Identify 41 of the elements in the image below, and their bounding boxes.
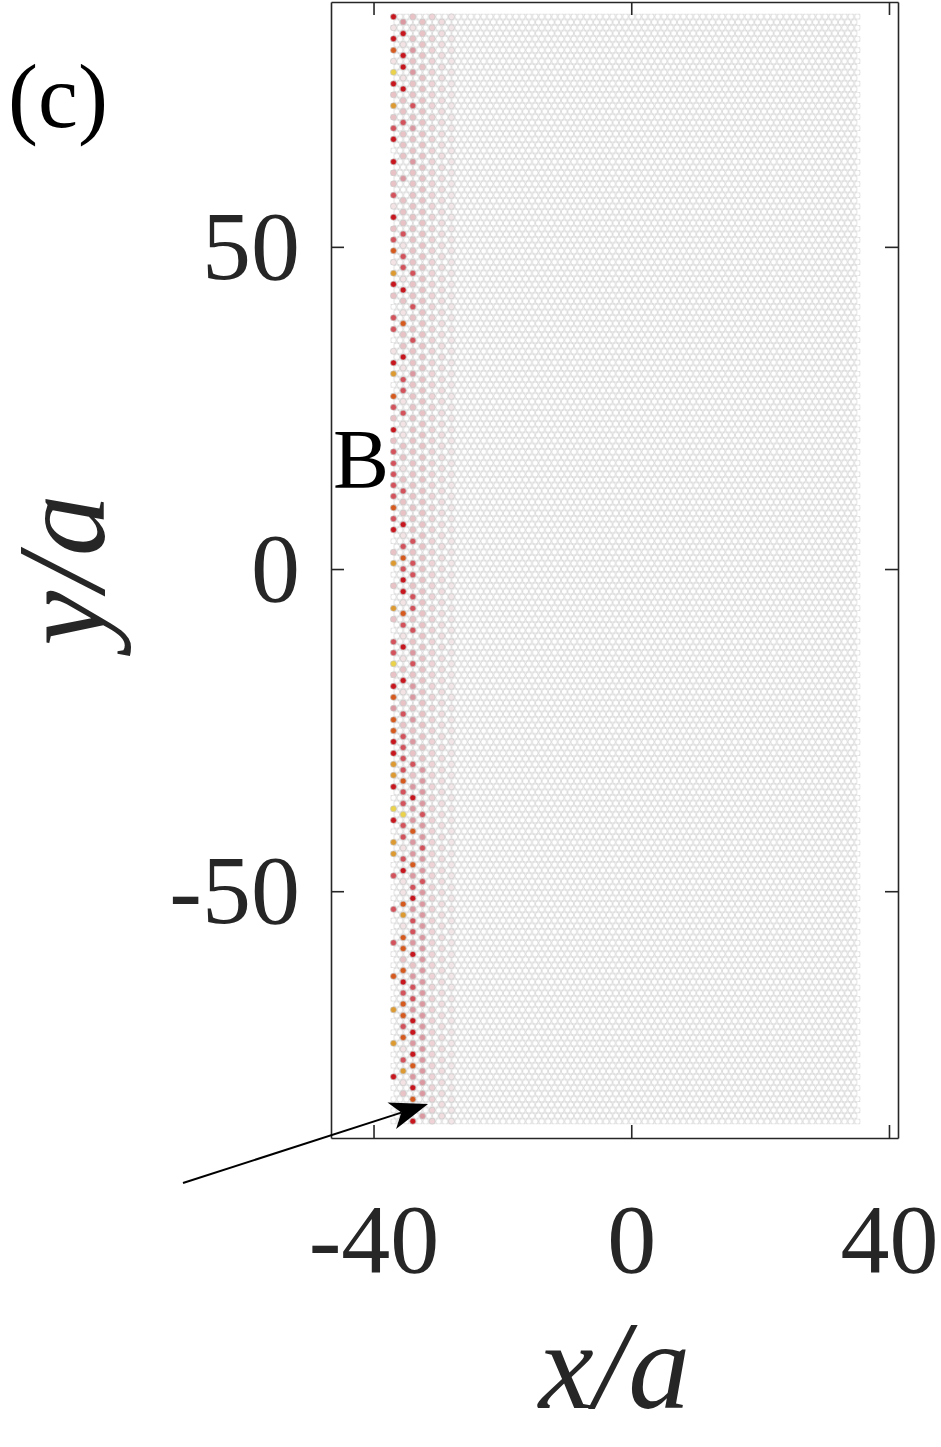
point xyxy=(419,777,426,785)
point xyxy=(419,811,426,818)
point xyxy=(419,1023,426,1030)
x-axis-title: x/a xyxy=(536,1298,691,1435)
annotation: B xyxy=(332,413,390,506)
point xyxy=(419,934,426,941)
point xyxy=(419,1045,426,1053)
point xyxy=(419,766,426,774)
point xyxy=(419,1067,426,1075)
x-tick-label: -40 xyxy=(308,1184,440,1293)
point xyxy=(419,989,426,997)
point xyxy=(419,967,426,974)
point xyxy=(419,1090,426,1097)
point xyxy=(419,922,426,930)
point xyxy=(419,800,426,807)
point xyxy=(419,822,426,829)
point xyxy=(419,844,426,852)
y-axis-title: y/a xyxy=(0,494,131,657)
point xyxy=(419,1012,426,1019)
y-tick-label: 50 xyxy=(202,191,300,300)
point xyxy=(419,945,426,952)
point xyxy=(419,1034,426,1041)
point xyxy=(419,867,426,874)
point xyxy=(419,855,426,863)
x-tick-label: 0 xyxy=(607,1184,657,1293)
point xyxy=(419,956,426,963)
point xyxy=(419,1079,426,1086)
point xyxy=(419,788,426,796)
point xyxy=(419,911,426,919)
point xyxy=(419,900,426,908)
point xyxy=(419,1000,426,1008)
text: (c) xyxy=(8,47,108,147)
point xyxy=(419,889,426,896)
y-tick-label: 0 xyxy=(251,513,300,622)
point xyxy=(419,1056,426,1064)
point xyxy=(419,833,426,841)
point xyxy=(419,878,426,885)
y-tick-label: -50 xyxy=(169,836,300,945)
x-tick-label: 40 xyxy=(840,1184,939,1293)
point xyxy=(419,978,426,986)
point xyxy=(419,1112,426,1120)
